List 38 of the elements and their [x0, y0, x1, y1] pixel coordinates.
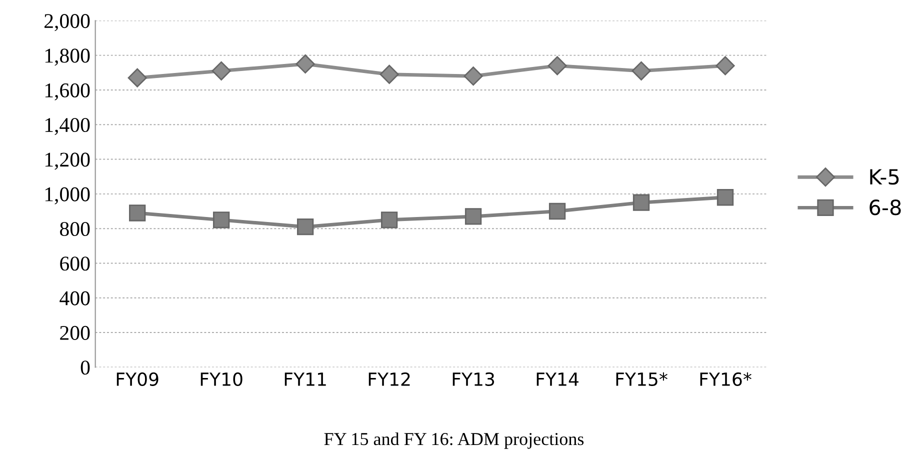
point: [212, 61, 231, 80]
y-tick-label: 1,800: [45, 48, 90, 66]
legend-label: K-5: [870, 169, 899, 185]
point: [716, 56, 735, 76]
point: [129, 204, 146, 222]
point: [296, 54, 315, 74]
legend-label: 6-8: [870, 200, 901, 216]
x-tick-label: FY11: [284, 372, 326, 386]
y-tick-label: 1,200: [45, 152, 90, 170]
point: [548, 202, 566, 220]
point: [380, 64, 399, 84]
point: [128, 68, 147, 88]
y-tick-label: 1,000: [45, 187, 90, 204]
y-tick-label: 400: [60, 291, 90, 306]
x-tick-label: FY09: [116, 372, 158, 386]
x-tick-label: FY14: [536, 372, 578, 386]
y-tick-label: 1,600: [45, 83, 90, 100]
x-tick-label: FY13: [452, 372, 494, 386]
point: [380, 212, 398, 228]
x-tick-label: FY10: [200, 372, 242, 386]
point: [464, 66, 483, 86]
point: [296, 218, 314, 236]
x-tick-label: FY15*: [616, 372, 668, 386]
y-tick-label: 200: [60, 326, 90, 340]
point: [212, 212, 230, 228]
y-tick-label: 0: [80, 360, 90, 375]
x-tick-label: FY12: [368, 372, 410, 386]
point: [716, 189, 734, 206]
point: [632, 61, 651, 80]
x-tick-label: FY16*: [700, 372, 752, 386]
point: [464, 208, 482, 225]
point: [548, 56, 567, 76]
y-tick-label: 800: [60, 222, 90, 236]
y-tick-label: 1,400: [45, 118, 90, 136]
text: FY 15 and FY 16: ADM projections: [324, 432, 584, 449]
y-tick-label: 600: [60, 256, 90, 271]
y-tick-label: 2,000: [44, 14, 90, 32]
point: [632, 194, 650, 211]
